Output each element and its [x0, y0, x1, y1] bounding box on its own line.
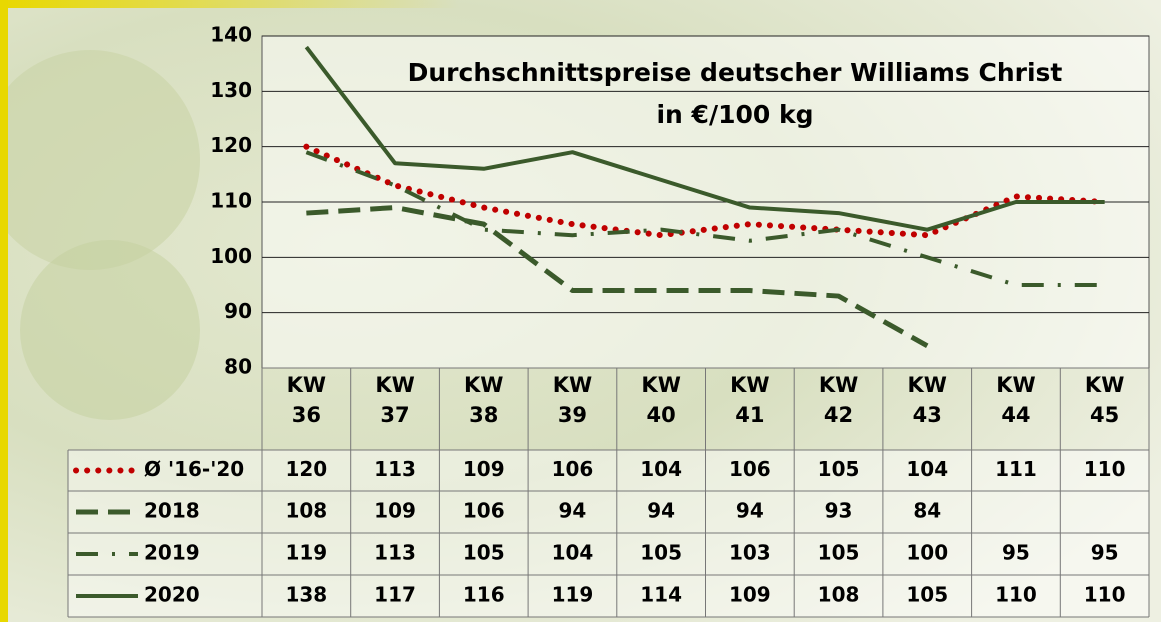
table-value: 106 — [552, 457, 594, 481]
legend-label: 2018 — [144, 499, 200, 523]
table-value: 120 — [285, 457, 327, 481]
x-tick-label-box: KW 44 — [996, 373, 1036, 427]
table-value: 116 — [463, 583, 505, 607]
x-tick-label-box: KW 40 — [641, 373, 681, 427]
table-value: 95 — [1002, 541, 1030, 565]
y-tick-label: 110 — [210, 189, 252, 213]
table-value: 109 — [463, 457, 505, 481]
x-tick-label-box: KW 36 — [286, 373, 327, 427]
table-value: 94 — [559, 499, 587, 523]
y-tick-label: 100 — [210, 244, 252, 268]
table-value: 105 — [640, 541, 682, 565]
x-tick-label-box: KW 41 — [730, 373, 770, 427]
x-tick-label-box: KW 45 — [1084, 373, 1125, 427]
table-value: 110 — [1084, 457, 1126, 481]
series-line — [305, 150, 1105, 287]
series-line — [304, 45, 1105, 232]
yellow-strip — [0, 0, 460, 8]
x-tick-label: KW 36 — [286, 373, 327, 427]
table-value: 84 — [913, 499, 941, 523]
x-tick-label: KW 37 — [375, 373, 415, 427]
x-tick-label: KW 45 — [1084, 373, 1125, 427]
table-value: 106 — [729, 457, 771, 481]
legend-label: Ø '16-'20 — [144, 457, 244, 481]
table-value: 95 — [1091, 541, 1119, 565]
x-tick-label-box: KW 37 — [375, 373, 415, 427]
x-tick-label-box: KW 43 — [907, 373, 947, 427]
table-value: 104 — [906, 457, 948, 481]
table-value: 117 — [374, 583, 416, 607]
y-tick-label: 80 — [224, 355, 252, 379]
y-tick-label: 120 — [210, 133, 252, 157]
x-tick-label: KW 39 — [552, 373, 593, 427]
table-value: 104 — [552, 541, 594, 565]
table-value: 104 — [640, 457, 682, 481]
table-value: 119 — [552, 583, 594, 607]
table-value: 108 — [285, 499, 327, 523]
legend-label: 2019 — [144, 541, 200, 565]
yellow-bar — [0, 0, 8, 622]
table-value: 110 — [1084, 583, 1126, 607]
table-value: 103 — [729, 541, 771, 565]
y-tick-label: 130 — [210, 78, 252, 102]
table-value: 110 — [995, 583, 1037, 607]
x-tick-label-box: KW 38 — [464, 373, 504, 427]
series-line — [306, 205, 929, 349]
y-tick-label: 90 — [224, 299, 252, 323]
table-value: 111 — [995, 457, 1037, 481]
legend-label: 2020 — [144, 583, 200, 607]
bg-shape — [0, 50, 200, 270]
x-tick-label: KW 44 — [996, 373, 1036, 427]
table-value: 109 — [729, 583, 771, 607]
table-value: 106 — [463, 499, 505, 523]
table-value: 114 — [640, 583, 682, 607]
table-value: 113 — [374, 457, 416, 481]
table-value: 105 — [463, 541, 505, 565]
table-value: 93 — [825, 499, 853, 523]
chart-title: Durchschnittspreise deutscher Williams C… — [408, 58, 1063, 87]
table-value: 94 — [647, 499, 675, 523]
table-value: 119 — [285, 541, 327, 565]
table-value: 109 — [374, 499, 416, 523]
chart-subtitle: in €/100 kg — [656, 100, 813, 129]
table-value: 105 — [818, 457, 860, 481]
x-tick-label-box: KW 39 — [552, 373, 593, 427]
y-tick-label: 140 — [210, 23, 252, 47]
table-value: 138 — [285, 583, 327, 607]
x-tick-label: KW 41 — [730, 373, 770, 427]
x-tick-label-box: KW 42 — [818, 373, 859, 427]
table-value: 105 — [818, 541, 860, 565]
x-tick-label: KW 43 — [907, 373, 947, 427]
table-value: 105 — [906, 583, 948, 607]
series-line — [303, 143, 1108, 239]
table-value: 94 — [736, 499, 764, 523]
x-tick-label: KW 38 — [464, 373, 504, 427]
table-value: 113 — [374, 541, 416, 565]
table-value: 108 — [818, 583, 860, 607]
table-value: 100 — [906, 541, 948, 565]
bg-shape — [20, 240, 200, 420]
x-tick-label: KW 42 — [818, 373, 859, 427]
x-tick-label: KW 40 — [641, 373, 681, 427]
